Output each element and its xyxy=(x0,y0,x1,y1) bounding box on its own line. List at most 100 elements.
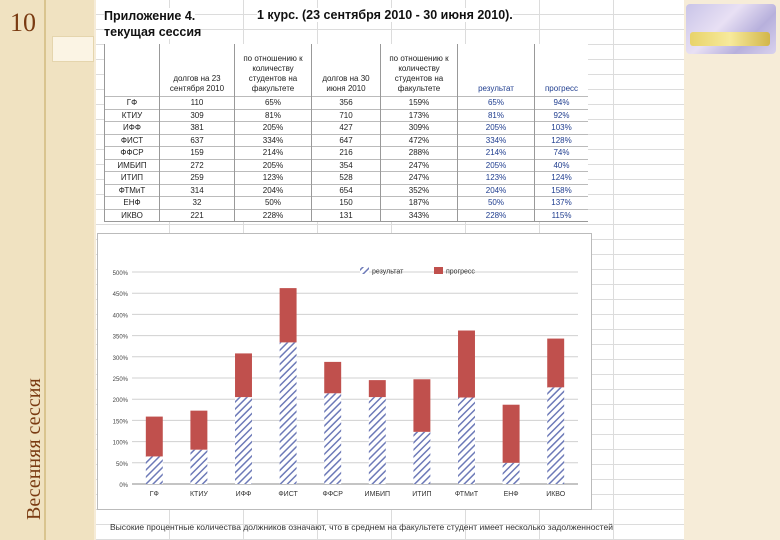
cell: 131 xyxy=(311,208,381,222)
cell: 205% xyxy=(457,121,535,134)
cell: ФФСР xyxy=(104,146,160,159)
chart-panel: 0% 50% 100% 150% 200% 250% 300% 350% 400% 450% 500… xyxy=(97,233,592,510)
table-row: ФФСР 159 214% 216 288% 214% 74% xyxy=(104,146,588,159)
cell: 158% xyxy=(534,183,588,197)
cell: 214% xyxy=(234,146,312,159)
coin-stack-image xyxy=(690,32,770,46)
y-tick-label: 450% xyxy=(113,292,129,298)
y-tick-label: 500% xyxy=(113,271,129,277)
cell: 204% xyxy=(234,183,312,197)
sidebar xyxy=(0,0,94,540)
cell: 173% xyxy=(380,108,458,122)
table-row: ЕНФ 32 50% 150 187% 50% 137% xyxy=(104,196,588,209)
x-tick-label: ФИСТ xyxy=(278,491,298,498)
bar-result xyxy=(502,462,520,484)
y-tick-label: 400% xyxy=(113,313,129,319)
stacked-bar-chart: 0% 50% 100% 150% 200% 250% 300% 350% 400% 450% 500… xyxy=(113,267,578,498)
cell: 334% xyxy=(234,133,312,147)
bar-progress xyxy=(458,330,475,398)
y-tick-label: 50% xyxy=(116,462,129,468)
cell: 123% xyxy=(457,171,535,184)
table-row: КТИУ 309 81% 710 173% 81% 92% xyxy=(104,108,588,122)
cell: 128% xyxy=(534,133,588,147)
cell: 150 xyxy=(311,196,381,209)
cell: 92% xyxy=(534,108,588,122)
cell: 259 xyxy=(159,171,235,184)
table-row: ИФФ 381 205% 427 309% 205% 103% xyxy=(104,121,588,134)
data-table: долгов на 23 сентября 2010 по отношению … xyxy=(104,44,588,222)
bar-progress xyxy=(502,404,520,463)
cell: 528 xyxy=(311,171,381,184)
cell: 214% xyxy=(457,146,535,159)
cell: 381 xyxy=(159,121,235,134)
bar-result xyxy=(324,393,342,484)
sheet-title-course: 1 курс. (23 сентября 2010 - 30 июня 2010… xyxy=(257,8,513,22)
cell: 228% xyxy=(457,208,535,222)
table-row: ИМБИП 272 205% 354 247% 205% 40% xyxy=(104,158,588,172)
bar-progress xyxy=(279,288,297,343)
bar-progress xyxy=(145,416,163,457)
cell: 309% xyxy=(380,121,458,134)
slide-side-title: Весенняя сессия xyxy=(23,378,45,520)
y-tick-label: 150% xyxy=(113,419,129,425)
cell: 356 xyxy=(311,96,381,109)
bar-progress xyxy=(547,338,565,388)
cell: ФИСТ xyxy=(104,133,160,147)
col-header: по отношению к количеству студентов на ф… xyxy=(380,44,458,97)
y-tick-label: 300% xyxy=(113,356,129,362)
cell: 228% xyxy=(234,208,312,222)
cell: 288% xyxy=(380,146,458,159)
cell: ФТМиТ xyxy=(104,183,160,197)
col-header: долгов на 23 сентября 2010 xyxy=(159,44,235,97)
cell: ЕНФ xyxy=(104,196,160,209)
cell: 65% xyxy=(457,96,535,109)
table-row: ФТМиТ 314 204% 654 352% 204% 158% xyxy=(104,183,588,197)
cell: 50% xyxy=(234,196,312,209)
cell: 647 xyxy=(311,133,381,147)
y-tick-label: 100% xyxy=(113,441,129,447)
cell: 247% xyxy=(380,158,458,172)
cell: 352% xyxy=(380,183,458,197)
decorative-box xyxy=(52,36,94,62)
bar-result xyxy=(368,397,386,484)
bar-result xyxy=(235,397,252,484)
cell: 205% xyxy=(457,158,535,172)
bar-result xyxy=(413,431,431,484)
cell: 334% xyxy=(457,133,535,147)
cell: 50% xyxy=(457,196,535,209)
cell: 32 xyxy=(159,196,235,209)
cell: ИМБИП xyxy=(104,158,160,172)
table-header-row: долгов на 23 сентября 2010 по отношению … xyxy=(104,44,588,97)
x-tick-label: ИФФ xyxy=(236,491,252,498)
bar-result xyxy=(458,397,475,484)
cell: 247% xyxy=(380,171,458,184)
x-tick-label: ФТМиТ xyxy=(455,491,479,498)
col-header: долгов на 30 июня 2010 xyxy=(311,44,381,97)
cell: 103% xyxy=(534,121,588,134)
cell: 65% xyxy=(234,96,312,109)
cell: 81% xyxy=(457,108,535,122)
money-image xyxy=(686,4,776,54)
bar-progress xyxy=(324,361,342,394)
legend-label-result: результат xyxy=(372,269,404,276)
bar-result xyxy=(190,449,208,484)
cell: 115% xyxy=(534,208,588,222)
cell: 159% xyxy=(380,96,458,109)
cell: 187% xyxy=(380,196,458,209)
bar-progress xyxy=(235,353,252,398)
cell: 205% xyxy=(234,158,312,172)
x-tick-label: ИМБИП xyxy=(365,491,391,498)
cell: 94% xyxy=(534,96,588,109)
cell: ИФФ xyxy=(104,121,160,134)
sheet-title-appendix: Приложение 4. xyxy=(104,8,196,25)
cell: ИКВО xyxy=(104,208,160,222)
cell: КТИУ xyxy=(104,108,160,122)
cell: 205% xyxy=(234,121,312,134)
bar-result xyxy=(145,456,163,484)
y-tick-label: 0% xyxy=(119,483,128,489)
col-header-result: результат xyxy=(457,44,535,97)
cell: 74% xyxy=(534,146,588,159)
cell: 637 xyxy=(159,133,235,147)
sidebar-rule xyxy=(44,0,46,540)
table-row: ГФ 110 65% 356 159% 65% 94% xyxy=(104,96,588,109)
